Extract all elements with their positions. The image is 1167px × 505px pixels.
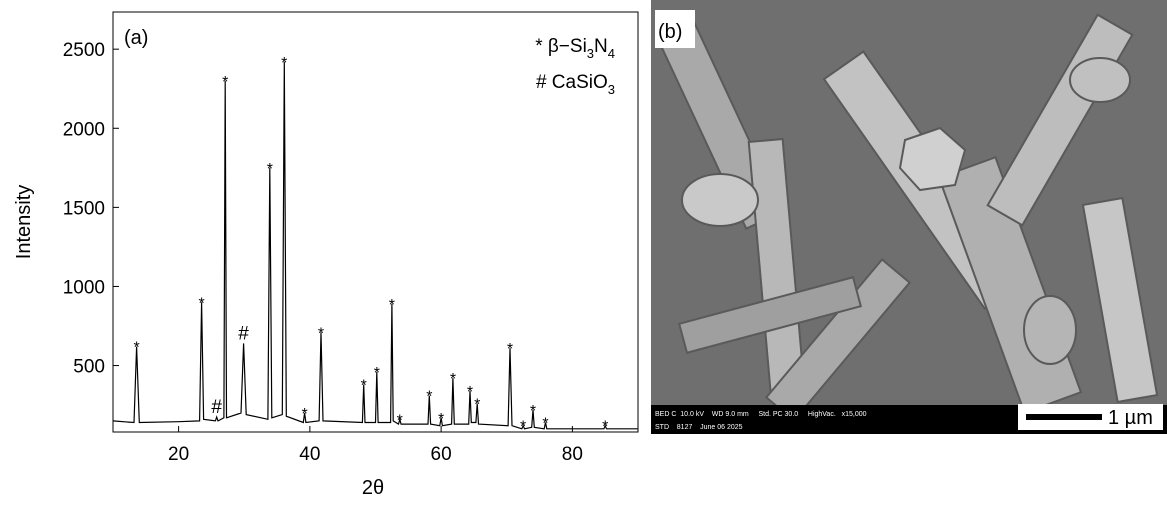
y-tick-label: 1500 bbox=[63, 198, 105, 219]
peak-marker: * bbox=[302, 406, 308, 423]
peak-marker: * bbox=[267, 161, 273, 178]
peak-marker: * bbox=[474, 397, 480, 414]
legend-entry: # CaSiO3 bbox=[536, 72, 615, 97]
peak-marker: * bbox=[397, 412, 403, 429]
peak-marker: * bbox=[134, 340, 140, 357]
x-tick-label: 80 bbox=[562, 444, 583, 465]
peak-marker: * bbox=[318, 325, 324, 342]
peak-marker: * bbox=[438, 411, 444, 428]
info-line: STD 8127 June 06 2025 bbox=[655, 424, 743, 431]
peak-marker: * bbox=[222, 74, 228, 91]
peak-marker: * bbox=[507, 341, 513, 358]
peak-marker: * bbox=[198, 295, 204, 312]
info-line: BED C 10.0 kV WD 9.0 mm Std. PC 30.0 Hig… bbox=[655, 411, 867, 418]
x-tick-label: 40 bbox=[299, 444, 320, 465]
peak-marker: * bbox=[281, 55, 287, 72]
y-tick-label: 1000 bbox=[63, 277, 105, 298]
panel-label: (b) bbox=[658, 21, 682, 43]
peak-marker: * bbox=[520, 419, 526, 436]
legend-text: * β−Si bbox=[535, 36, 587, 57]
peak-marker: * bbox=[361, 378, 367, 395]
sem-texture bbox=[656, 13, 1159, 422]
x-tick-label: 60 bbox=[431, 444, 452, 465]
legend-text: # CaSiO bbox=[536, 72, 608, 93]
peak-marker: * bbox=[450, 371, 456, 388]
peak-marker: * bbox=[467, 384, 473, 401]
xrd-line bbox=[112, 61, 638, 430]
legend-subscript: 3 bbox=[608, 82, 615, 97]
y-tick-label: 2000 bbox=[63, 119, 105, 140]
legend-subscript: 4 bbox=[608, 46, 615, 61]
scale-label: 1 µm bbox=[1108, 407, 1153, 429]
legend-entry: * β−Si3N4 bbox=[535, 36, 615, 61]
y-tick-label: 500 bbox=[73, 357, 105, 378]
x-axis-label: 2θ bbox=[362, 477, 384, 499]
peak-marker: # bbox=[238, 323, 249, 344]
panel-label-box bbox=[655, 10, 695, 48]
xrd-plot: (a) 2θ Intensity 500 1000 1500 2000 2500 20 40… bbox=[13, 11, 639, 499]
x-tick-label: 20 bbox=[168, 444, 189, 465]
scale-bar bbox=[1026, 414, 1102, 420]
panel-label: (a) bbox=[124, 27, 148, 49]
legend-subscript: 3 bbox=[587, 46, 594, 61]
peak-marker: * bbox=[542, 416, 548, 433]
sem-image: BED C 10.0 kV WD 9.0 mm Std. PC 30.0 Hig… bbox=[651, 0, 1167, 434]
peak-marker: * bbox=[426, 389, 432, 406]
peak-marker: * bbox=[374, 365, 380, 382]
legend-text: N bbox=[594, 36, 608, 57]
peak-marker: * bbox=[389, 297, 395, 314]
plot-frame bbox=[112, 11, 639, 433]
peak-marker: # bbox=[211, 397, 222, 418]
peak-marker: * bbox=[530, 403, 536, 420]
peak-marker: * bbox=[602, 419, 608, 436]
y-axis-label: Intensity bbox=[13, 185, 35, 259]
y-tick-label: 2500 bbox=[63, 40, 105, 61]
